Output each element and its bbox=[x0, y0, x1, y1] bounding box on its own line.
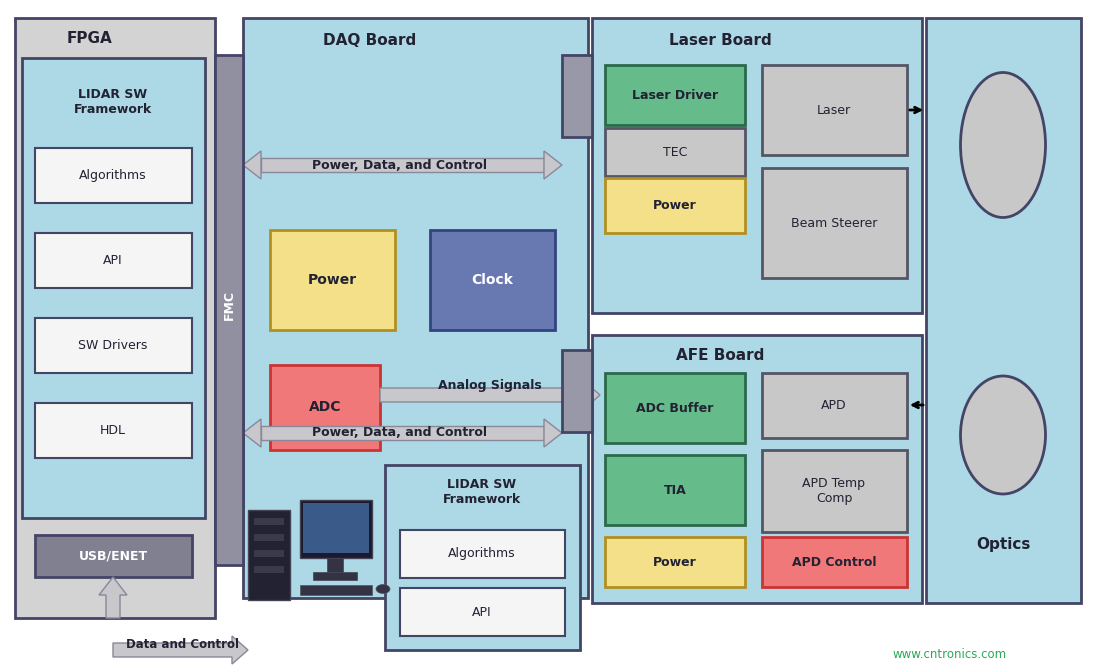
Text: Algorithms: Algorithms bbox=[448, 547, 516, 561]
Bar bbox=[605, 373, 746, 443]
Bar bbox=[605, 455, 746, 525]
FancyArrow shape bbox=[99, 577, 127, 618]
Text: www.cntronics.com: www.cntronics.com bbox=[893, 648, 1007, 662]
Text: APD: APD bbox=[821, 399, 847, 411]
Bar bbox=[254, 534, 284, 541]
Bar bbox=[35, 535, 192, 577]
Text: Laser Driver: Laser Driver bbox=[632, 88, 718, 102]
Bar bbox=[254, 566, 284, 573]
Ellipse shape bbox=[961, 376, 1045, 494]
Polygon shape bbox=[261, 158, 544, 172]
Polygon shape bbox=[261, 426, 544, 440]
Bar bbox=[313, 572, 357, 580]
Text: TIA: TIA bbox=[663, 484, 686, 496]
Text: Beam Steerer: Beam Steerer bbox=[791, 217, 877, 229]
Text: APD Temp
Comp: APD Temp Comp bbox=[803, 477, 865, 505]
Text: TEC: TEC bbox=[663, 145, 687, 159]
Bar bbox=[605, 537, 746, 587]
Bar bbox=[248, 510, 290, 600]
Bar bbox=[215, 55, 243, 565]
Bar bbox=[270, 230, 395, 330]
FancyArrow shape bbox=[380, 381, 600, 409]
Text: API: API bbox=[103, 254, 123, 266]
FancyArrow shape bbox=[243, 419, 261, 447]
Bar bbox=[300, 500, 372, 558]
Bar bbox=[35, 318, 192, 373]
Bar bbox=[300, 585, 372, 595]
Bar bbox=[762, 537, 907, 587]
Bar bbox=[605, 178, 746, 233]
Text: Power: Power bbox=[307, 273, 357, 287]
Text: ADC Buffer: ADC Buffer bbox=[637, 401, 714, 415]
Text: Clock: Clock bbox=[471, 273, 513, 287]
Text: DAQ Board: DAQ Board bbox=[324, 33, 416, 47]
Bar bbox=[762, 450, 907, 532]
Text: AFE Board: AFE Board bbox=[675, 347, 764, 363]
FancyArrow shape bbox=[243, 151, 261, 179]
Ellipse shape bbox=[961, 72, 1045, 217]
Text: SW Drivers: SW Drivers bbox=[78, 339, 148, 351]
Ellipse shape bbox=[376, 585, 390, 593]
Text: Power, Data, and Control: Power, Data, and Control bbox=[313, 159, 488, 171]
Bar bbox=[762, 373, 907, 438]
Bar bbox=[592, 18, 922, 313]
Text: APD Control: APD Control bbox=[792, 555, 876, 569]
Text: API: API bbox=[472, 605, 492, 619]
FancyArrow shape bbox=[113, 636, 248, 664]
Bar bbox=[562, 55, 592, 137]
Text: Power: Power bbox=[653, 199, 697, 211]
Bar bbox=[254, 518, 284, 525]
Bar bbox=[762, 65, 907, 155]
Text: Power, Data, and Control: Power, Data, and Control bbox=[313, 427, 488, 440]
Bar bbox=[35, 233, 192, 288]
Bar bbox=[35, 403, 192, 458]
Bar bbox=[35, 148, 192, 203]
Bar bbox=[400, 530, 565, 578]
Bar bbox=[562, 350, 592, 432]
Text: FPGA: FPGA bbox=[67, 31, 113, 45]
Text: LIDAR SW
Framework: LIDAR SW Framework bbox=[74, 88, 153, 116]
Bar bbox=[327, 558, 343, 572]
Text: Power: Power bbox=[653, 555, 697, 569]
Bar bbox=[400, 588, 565, 636]
Bar bbox=[385, 465, 580, 650]
Text: FMC: FMC bbox=[223, 290, 235, 320]
Text: USB/ENET: USB/ENET bbox=[78, 549, 147, 563]
Bar bbox=[592, 335, 922, 603]
Text: LIDAR SW
Framework: LIDAR SW Framework bbox=[442, 478, 522, 506]
Bar bbox=[15, 18, 215, 618]
Text: Laser: Laser bbox=[817, 104, 851, 116]
Text: Optics: Optics bbox=[976, 537, 1030, 553]
Bar bbox=[303, 503, 369, 553]
FancyArrow shape bbox=[544, 419, 562, 447]
Text: Algorithms: Algorithms bbox=[79, 169, 147, 181]
Bar bbox=[605, 65, 746, 125]
Bar bbox=[22, 58, 205, 518]
Bar bbox=[430, 230, 554, 330]
Bar bbox=[254, 550, 284, 557]
Bar bbox=[243, 18, 589, 598]
Text: Analog Signals: Analog Signals bbox=[438, 379, 542, 391]
Text: ADC: ADC bbox=[309, 400, 341, 414]
Bar bbox=[926, 18, 1082, 603]
FancyArrow shape bbox=[544, 151, 562, 179]
Text: HDL: HDL bbox=[100, 423, 126, 436]
Bar bbox=[270, 365, 380, 450]
Bar bbox=[762, 168, 907, 278]
Text: Laser Board: Laser Board bbox=[669, 33, 772, 47]
Bar bbox=[605, 128, 746, 176]
Text: Data and Control: Data and Control bbox=[125, 638, 238, 652]
